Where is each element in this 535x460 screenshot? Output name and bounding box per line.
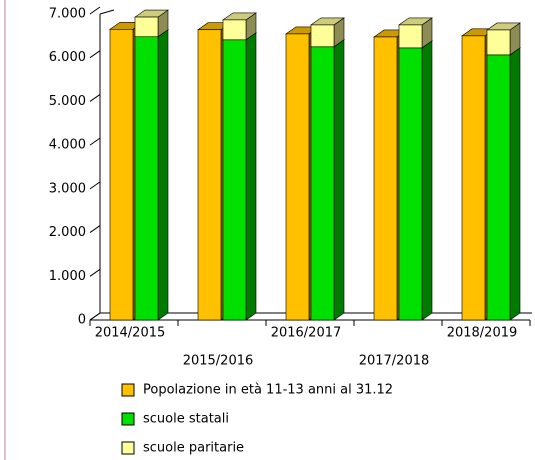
legend-swatch	[121, 383, 135, 397]
y-tick-label: 1.000	[49, 269, 86, 284]
bar-side	[421, 40, 433, 321]
y-tick-label: 7.000	[49, 7, 86, 22]
x-tick-label: 2018/2019	[447, 326, 518, 341]
y-tick-label: 4.000	[49, 138, 86, 153]
bar	[486, 54, 511, 321]
bar	[197, 29, 222, 321]
x-tick-label: 2017/2018	[359, 354, 430, 369]
bar	[373, 36, 398, 321]
y-tick	[89, 181, 101, 190]
bar-side	[333, 39, 345, 321]
bar	[398, 47, 423, 321]
bar-side	[245, 32, 257, 321]
y-tick	[89, 225, 101, 233]
bar	[486, 29, 511, 56]
bar-side	[509, 47, 521, 321]
top-edge	[99, 9, 115, 15]
x-tick-label: 2014/2015	[95, 326, 166, 341]
legend-label: Popolazione in età 11-13 anni al 31.12	[143, 383, 393, 398]
y-tick	[89, 268, 101, 277]
y-tick	[89, 6, 101, 15]
bar	[310, 24, 335, 48]
legend-label: scuole paritarie	[143, 441, 244, 456]
x-tick-label: 2016/2017	[271, 326, 342, 341]
bar	[398, 24, 423, 49]
bar	[134, 16, 159, 38]
legend-swatch	[121, 412, 135, 426]
bar	[285, 33, 310, 321]
bar	[222, 19, 247, 41]
y-tick-label: 3.000	[49, 181, 86, 196]
bar-side	[157, 29, 169, 321]
bar	[461, 35, 486, 321]
bar	[222, 39, 247, 321]
y-tick	[89, 312, 101, 321]
y-tick-label: 5.000	[49, 94, 86, 109]
bar	[310, 46, 335, 321]
y-tick	[89, 137, 101, 146]
x-tick-label: 2015/2016	[183, 354, 254, 369]
y-tick-label: 6.000	[49, 50, 86, 65]
legend-label: scuole statali	[143, 412, 229, 427]
y-tick	[89, 94, 101, 102]
legend-swatch	[121, 441, 135, 455]
y-tick-label: 0	[78, 313, 86, 328]
bar	[134, 36, 159, 321]
bar	[109, 28, 134, 321]
y-tick-label: 2.000	[49, 225, 86, 240]
y-tick	[89, 50, 101, 59]
